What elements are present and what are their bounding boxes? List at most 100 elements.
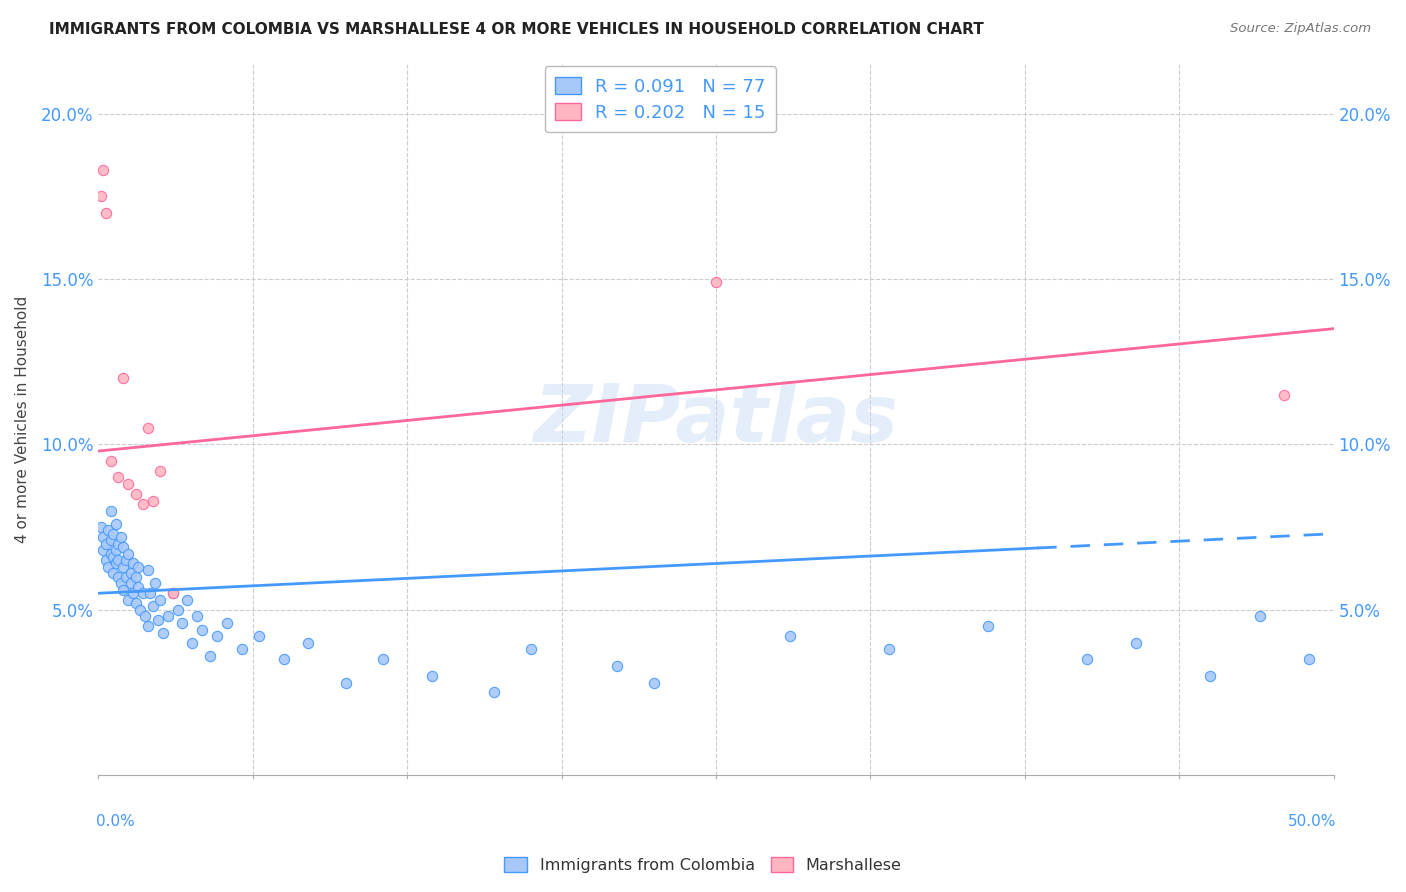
Point — [152, 626, 174, 640]
Point — [1125, 636, 1147, 650]
Point — [120, 576, 142, 591]
Point — [136, 563, 159, 577]
Legend: Immigrants from Colombia, Marshallese: Immigrants from Colombia, Marshallese — [498, 851, 908, 880]
Point — [136, 619, 159, 633]
Point — [1249, 609, 1271, 624]
Point — [124, 487, 146, 501]
Point — [94, 536, 117, 550]
Point — [1076, 652, 1098, 666]
Point — [110, 530, 132, 544]
Point — [215, 615, 238, 630]
Point — [520, 642, 543, 657]
Point — [149, 464, 172, 478]
Point — [191, 623, 214, 637]
Point — [94, 206, 117, 220]
Point — [273, 652, 295, 666]
Point — [93, 162, 115, 177]
Point — [1199, 669, 1222, 683]
Point — [132, 586, 155, 600]
Point — [110, 576, 132, 591]
Point — [120, 566, 142, 581]
Point — [176, 592, 198, 607]
Point — [198, 649, 221, 664]
Point — [124, 570, 146, 584]
Point — [103, 549, 125, 564]
Point — [112, 559, 135, 574]
Point — [114, 553, 136, 567]
Point — [1298, 652, 1320, 666]
Y-axis label: 4 or more Vehicles in Household: 4 or more Vehicles in Household — [15, 296, 30, 543]
Text: ZIPatlas: ZIPatlas — [533, 381, 898, 458]
Point — [977, 619, 1000, 633]
Point — [107, 553, 129, 567]
Text: Source: ZipAtlas.com: Source: ZipAtlas.com — [1230, 22, 1371, 36]
Point — [779, 629, 801, 643]
Point — [93, 543, 115, 558]
Point — [132, 497, 155, 511]
Point — [117, 592, 139, 607]
Point — [104, 543, 127, 558]
Point — [172, 615, 194, 630]
Point — [704, 276, 727, 290]
Point — [100, 454, 122, 468]
Point — [93, 530, 115, 544]
Point — [103, 566, 125, 581]
Point — [117, 547, 139, 561]
Point — [97, 559, 120, 574]
Point — [127, 559, 149, 574]
Point — [112, 371, 135, 385]
Text: 50.0%: 50.0% — [1288, 814, 1336, 830]
Point — [877, 642, 900, 657]
Point — [112, 540, 135, 554]
Point — [420, 669, 443, 683]
Point — [90, 189, 112, 203]
Point — [103, 526, 125, 541]
Point — [142, 599, 165, 614]
Point — [117, 477, 139, 491]
Point — [156, 609, 179, 624]
Point — [107, 570, 129, 584]
Point — [100, 547, 122, 561]
Point — [104, 516, 127, 531]
Text: IMMIGRANTS FROM COLOMBIA VS MARSHALLESE 4 OR MORE VEHICLES IN HOUSEHOLD CORRELAT: IMMIGRANTS FROM COLOMBIA VS MARSHALLESE … — [49, 22, 984, 37]
Point — [112, 582, 135, 597]
Point — [181, 636, 204, 650]
Point — [143, 576, 166, 591]
Point — [129, 603, 152, 617]
Point — [146, 613, 169, 627]
Point — [114, 570, 136, 584]
Point — [297, 636, 319, 650]
Point — [124, 596, 146, 610]
Point — [122, 557, 145, 571]
Point — [100, 533, 122, 548]
Point — [127, 580, 149, 594]
Point — [100, 503, 122, 517]
Point — [205, 629, 228, 643]
Point — [97, 524, 120, 538]
Point — [335, 675, 357, 690]
Point — [107, 470, 129, 484]
Legend: R = 0.091   N = 77, R = 0.202   N = 15: R = 0.091 N = 77, R = 0.202 N = 15 — [544, 66, 776, 133]
Point — [186, 609, 208, 624]
Point — [142, 493, 165, 508]
Point — [134, 609, 156, 624]
Point — [107, 536, 129, 550]
Point — [231, 642, 253, 657]
Point — [136, 421, 159, 435]
Point — [149, 592, 172, 607]
Text: 0.0%: 0.0% — [96, 814, 135, 830]
Point — [606, 659, 628, 673]
Point — [104, 557, 127, 571]
Point — [122, 586, 145, 600]
Point — [162, 586, 184, 600]
Point — [371, 652, 394, 666]
Point — [90, 520, 112, 534]
Point — [1272, 388, 1295, 402]
Point — [482, 685, 505, 699]
Point — [643, 675, 665, 690]
Point — [139, 586, 162, 600]
Point — [247, 629, 270, 643]
Point — [162, 586, 184, 600]
Point — [166, 603, 188, 617]
Point — [94, 553, 117, 567]
